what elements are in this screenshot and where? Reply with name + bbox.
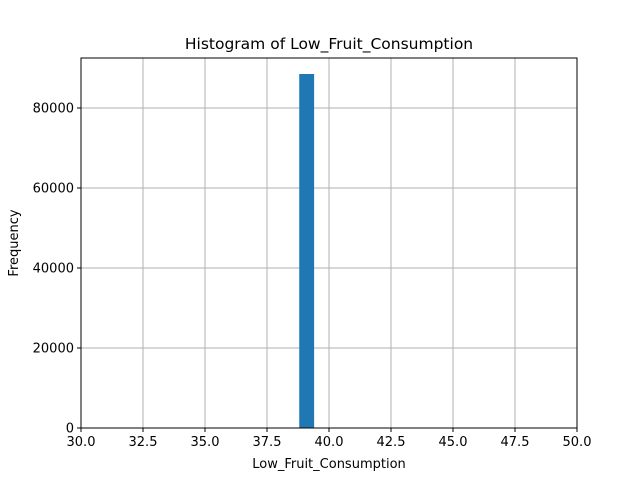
x-tick-label: 47.5 — [501, 435, 530, 450]
y-tick-label: 80000 — [33, 102, 74, 117]
histogram-bar — [299, 74, 315, 428]
x-axis-label: Low_Fruit_Consumption — [252, 457, 406, 472]
bars — [299, 74, 315, 428]
x-tick-label: 32.5 — [129, 435, 158, 450]
y-tick-label: 0 — [66, 422, 74, 437]
y-tick-label: 60000 — [33, 182, 74, 197]
y-axis-label: Frequency — [7, 209, 22, 276]
grid-lines — [80, 58, 578, 429]
x-tick-label: 35.0 — [191, 435, 220, 450]
chart-title: Histogram of Low_Fruit_Consumption — [185, 35, 473, 54]
x-axis-ticks: 30.0 32.5 35.0 37.5 40.0 42.5 45.0 47.5 50.0 — [67, 428, 592, 450]
y-tick-label: 40000 — [33, 262, 74, 277]
x-tick-label: 37.5 — [253, 435, 282, 450]
y-tick-label: 20000 — [33, 342, 74, 357]
x-tick-label: 45.0 — [439, 435, 468, 450]
x-tick-label: 30.0 — [67, 435, 96, 450]
x-tick-label: 42.5 — [377, 435, 406, 450]
x-tick-label: 40.0 — [315, 435, 344, 450]
x-tick-label: 50.0 — [563, 435, 592, 450]
y-axis-ticks: 0 20000 40000 60000 80000 — [33, 102, 81, 437]
